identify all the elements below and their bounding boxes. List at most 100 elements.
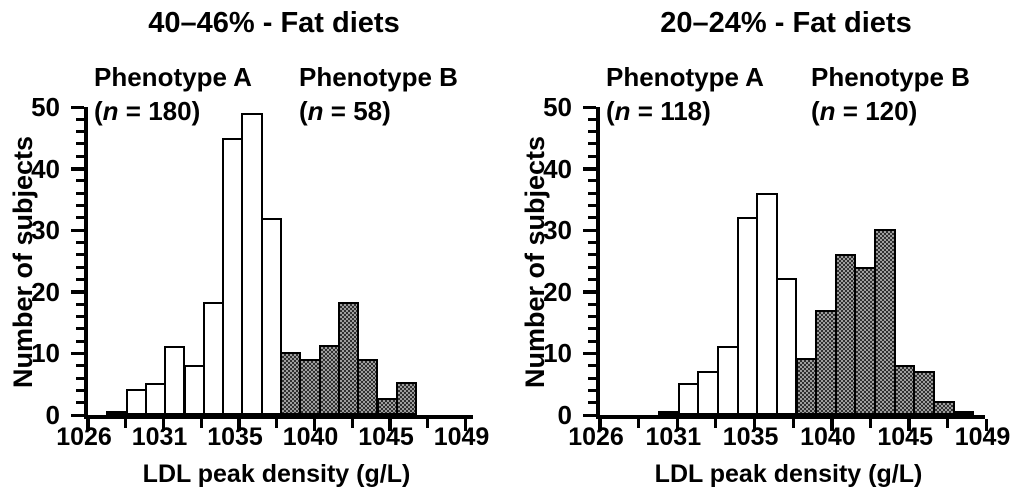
histogram-bar-phenotype-b xyxy=(952,410,975,415)
y-axis-minor-tick xyxy=(588,401,596,405)
y-axis-minor-tick xyxy=(588,376,596,380)
y-axis-minor-tick xyxy=(588,154,596,158)
y-axis-minor-tick xyxy=(588,265,596,269)
legend-phenotype-a: Phenotype A (n = 118) xyxy=(606,60,764,128)
y-axis-minor-tick xyxy=(76,401,84,405)
y-axis-tick-label: 20 xyxy=(543,276,572,307)
y-axis-minor-tick xyxy=(76,388,84,392)
histogram-bar-phenotype-a xyxy=(756,193,778,415)
y-axis-minor-tick xyxy=(588,277,596,281)
x-axis-tick-label: 1026 xyxy=(56,423,112,451)
y-axis-minor-tick xyxy=(76,179,84,183)
y-axis-major-tick xyxy=(71,105,84,109)
y-axis-major-tick xyxy=(583,351,596,356)
x-axis-tick-label: 1040 xyxy=(282,423,339,451)
histogram-bar-phenotype-a xyxy=(736,216,759,415)
y-axis-minor-tick xyxy=(76,302,84,306)
plot-area: 0 10 20 30 40 50 xyxy=(543,94,989,431)
histogram-bar-phenotype-a xyxy=(125,388,147,415)
phenotype-b-count: (n = 58) xyxy=(299,96,391,126)
y-axis-tick-label: 20 xyxy=(31,276,60,307)
y-axis-tick-label: 30 xyxy=(31,215,60,246)
y-axis-minor-tick xyxy=(76,117,84,121)
y-axis-minor-tick xyxy=(588,241,596,245)
x-axis-major-tick xyxy=(830,419,834,431)
x-axis-tick-label: 1035 xyxy=(207,423,263,451)
histogram-panel-high-fat: 40–46% - Fat diets Number of subjects Ph… xyxy=(8,7,490,488)
x-axis-tick-label: 1031 xyxy=(645,423,702,451)
histogram-bar-phenotype-b xyxy=(318,345,340,415)
y-axis-minor-tick xyxy=(76,204,84,208)
histogram-bar-phenotype-b xyxy=(913,370,936,415)
histogram-bar-phenotype-a xyxy=(697,371,719,415)
x-axis-major-tick xyxy=(675,419,680,431)
y-axis-major-tick xyxy=(71,413,84,417)
y-axis-major-tick xyxy=(583,167,596,171)
x-axis-major-tick xyxy=(463,419,468,431)
x-axis-major-tick xyxy=(984,419,989,431)
x-axis-tick-label: 1035 xyxy=(722,423,779,451)
histogram-bar-phenotype-a xyxy=(260,217,282,415)
y-axis-minor-tick xyxy=(588,339,596,343)
x-axis-minor-tick xyxy=(199,419,203,428)
legend-phenotype-b: Phenotype B (n = 120) xyxy=(811,60,970,128)
x-axis-minor-tick xyxy=(869,419,873,428)
y-axis-minor-tick xyxy=(76,364,84,368)
x-axis-major-tick xyxy=(86,419,90,431)
histogram-bar-phenotype-b xyxy=(834,253,857,415)
y-axis-minor-tick xyxy=(76,277,84,281)
y-axis-minor-tick xyxy=(76,154,84,158)
y-axis-major-tick xyxy=(583,413,596,417)
x-axis-tick-label: 1045 xyxy=(877,423,933,451)
y-axis-minor-tick xyxy=(76,376,84,380)
y-axis-major-tick xyxy=(583,105,596,109)
histogram-bar-phenotype-b xyxy=(815,309,837,415)
phenotype-b-label: Phenotype B xyxy=(299,62,458,92)
x-axis-tick-label: 1026 xyxy=(568,423,624,451)
y-axis-minor-tick xyxy=(588,216,596,220)
histogram-panel-low-fat: 20–24% - Fat diets Number of subjects Ph… xyxy=(512,0,1024,500)
y-axis-tick-label: 50 xyxy=(31,92,60,122)
x-axis-title: LDL peak density (g/L) xyxy=(654,460,923,488)
y-axis-tick-label: 10 xyxy=(31,338,60,369)
y-axis-minor-tick xyxy=(76,339,84,343)
x-axis-tick-label: 1049 xyxy=(433,423,490,451)
x-axis-major-tick xyxy=(161,419,166,431)
y-axis-minor-tick xyxy=(588,191,596,195)
x-axis-major-tick xyxy=(752,419,757,431)
y-axis-minor-tick xyxy=(588,364,596,368)
y-axis-minor-tick xyxy=(76,216,84,220)
y-axis-minor-tick xyxy=(76,265,84,269)
x-axis-tick-label: 1031 xyxy=(131,423,188,451)
histogram-bar-phenotype-b xyxy=(893,365,916,415)
x-axis-major-tick xyxy=(598,419,602,431)
x-axis-minor-tick xyxy=(791,419,795,428)
y-axis-minor-tick xyxy=(588,253,596,257)
y-axis-tick-label: 40 xyxy=(543,153,572,184)
histogram-bar-phenotype-b xyxy=(299,358,321,415)
x-axis-major-tick xyxy=(312,419,317,431)
x-axis-minor-tick xyxy=(124,419,128,428)
y-axis-tick-label: 50 xyxy=(543,92,572,122)
histogram-bar-phenotype-a xyxy=(144,382,167,415)
legend-phenotype-a: Phenotype A (n = 180) xyxy=(94,60,252,128)
phenotype-a-count: (n = 118) xyxy=(606,96,711,126)
y-axis-minor-tick xyxy=(76,314,84,318)
histogram-bar-phenotype-a xyxy=(222,137,244,415)
phenotype-a-label: Phenotype A xyxy=(606,62,764,92)
y-axis-minor-tick xyxy=(588,130,596,134)
x-axis-minor-tick xyxy=(350,419,354,428)
x-axis-minor-tick xyxy=(637,419,641,428)
histogram-bar-phenotype-a xyxy=(183,364,205,415)
phenotype-b-label: Phenotype B xyxy=(811,62,970,92)
phenotype-a-label: Phenotype A xyxy=(94,62,252,92)
chart-title: 20–24% - Fat diets xyxy=(660,7,912,39)
y-axis-major-tick xyxy=(71,351,84,356)
y-axis-minor-tick xyxy=(76,130,84,134)
y-axis-minor-tick xyxy=(76,327,84,331)
y-axis-minor-tick xyxy=(76,253,84,257)
x-axis-tick-label: 1045 xyxy=(358,423,414,451)
y-axis-major-tick xyxy=(583,228,596,233)
y-axis-tick-label: 30 xyxy=(543,215,572,246)
y-axis-minor-tick xyxy=(588,327,596,331)
